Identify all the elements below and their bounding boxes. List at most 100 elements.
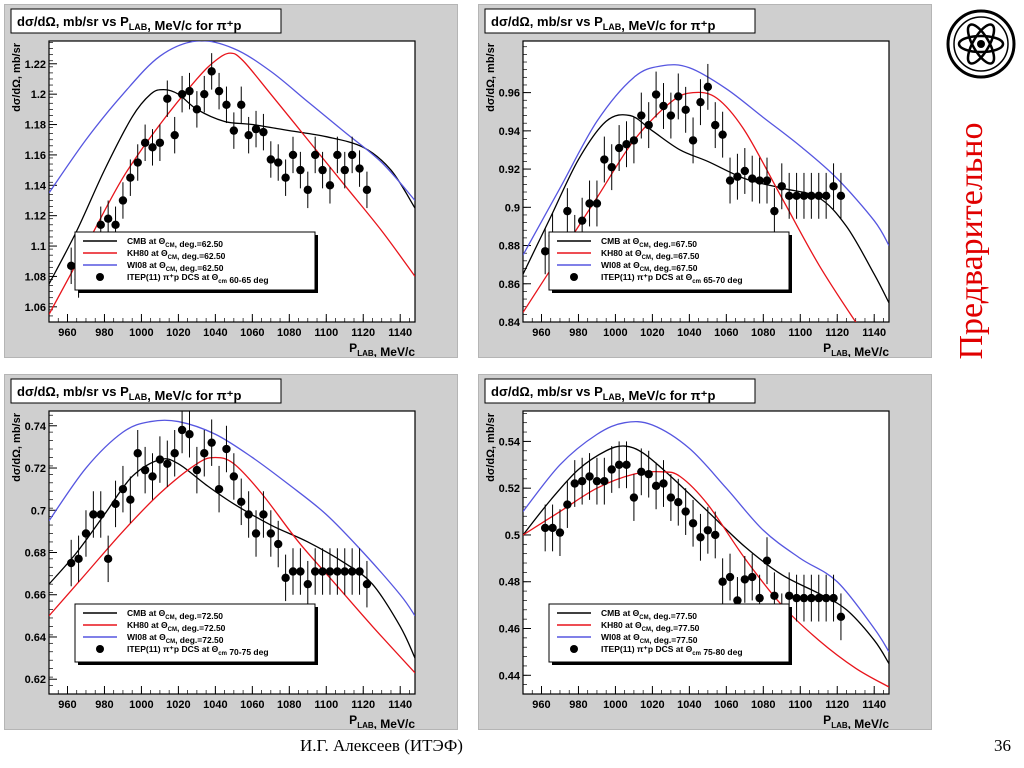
chart-3-ytick-label: 0.62 (25, 674, 46, 686)
chart-4-xtick-label: 980 (569, 699, 587, 711)
chart-1-legend-label: KH80 at ΘCM, deg.=62.50 (127, 248, 226, 261)
chart-1-data-point (288, 150, 298, 160)
chart-2-xtick-label: 1000 (603, 327, 627, 339)
chart-3-data-point (140, 465, 150, 475)
chart-4-data-point (740, 575, 750, 584)
chart-1-legend-label: CMB at ΘCM, deg.=62.50 (127, 236, 223, 249)
chart-2-xlabel: PLAB, MeV/c (823, 341, 889, 357)
chart-1-data-point (222, 100, 231, 109)
chart-4-curve-wi08 (523, 420, 889, 653)
chart-3-xtick-label: 1020 (166, 699, 190, 711)
chart-2-xtick-label: 960 (532, 327, 550, 339)
chart-2-data-point (748, 174, 757, 183)
chart-4-data-point (651, 481, 661, 491)
chart-4-data-point (814, 593, 823, 603)
chart-3-data-point (333, 567, 342, 576)
chart-3-data-point (340, 567, 349, 576)
chart-2-xtick-label: 1060 (714, 327, 738, 339)
chart-1-data-point (340, 165, 349, 175)
chart-1-xtick-label: 1000 (129, 327, 153, 339)
chart-3-legend-label: WI08 at ΘCM, deg.=72.50 (127, 632, 224, 645)
chart-3-data-point (362, 579, 372, 589)
chart-4-ytick-label: 0.52 (499, 483, 520, 495)
chart-1-xtick-label: 1140 (388, 327, 412, 339)
chart-1-xtick-label: 1120 (351, 327, 375, 339)
chart-3-ytick-label: 0.64 (25, 632, 47, 644)
chart-3-data-point (111, 499, 120, 509)
chart-3-legend-label: CMB at ΘCM, deg.=72.50 (127, 608, 223, 621)
chart-3-data-point (133, 449, 142, 458)
chart-3-data-point (318, 567, 327, 576)
chart-2-xtick-label: 980 (569, 327, 587, 339)
chart-3-svg: dσ/dΩ, mb/sr vs PLAB, MeV/c for π⁺p 0.62 0… (10, 378, 416, 729)
chart-4-data-point (748, 572, 757, 582)
chart-2-data-point (577, 216, 587, 225)
chart-3-data-point (200, 449, 209, 458)
chart-3-title: dσ/dΩ, mb/sr vs PLAB, MeV/c for π⁺p (17, 384, 241, 403)
chart-4-xtick-label: 1020 (640, 699, 664, 711)
chart-3-xtick-label: 1060 (240, 699, 264, 711)
chart-1-legend-label: WI08 at ΘCM, deg.=62.50 (127, 260, 224, 273)
chart-3-data-point (163, 459, 172, 468)
chart-3-data-point (185, 430, 194, 439)
chart-4-svg: dσ/dΩ, mb/sr vs PLAB, MeV/c for π⁺p 0.44 0… (484, 378, 890, 729)
chart-1-data-point (229, 126, 239, 135)
chart-2-data-point (770, 206, 779, 216)
chart-3-data-point (103, 554, 113, 564)
chart-4-data-point (555, 528, 565, 537)
chart-3-data-point (81, 529, 91, 538)
chart-1-data-point (170, 130, 179, 140)
chart-3-xtick-label: 960 (58, 699, 76, 711)
chart-3-data-point (325, 567, 335, 576)
chart-3-data-point (229, 472, 239, 481)
chart-3-legend-label: ITEP(11) π⁺p DCS at Θcm 70-75 deg (127, 644, 269, 657)
chart-3-xtick-label: 1120 (351, 699, 375, 711)
chart-4-xtick-label: 1080 (751, 699, 775, 711)
chart-2-data-point (836, 191, 846, 201)
chart-2-data-point (807, 191, 816, 201)
footer-author: И.Г. Алексеев (ИТЭФ) (300, 736, 463, 755)
chart-4-data-point (829, 593, 838, 603)
chart-1-data-point (200, 89, 209, 99)
chart-4-data-point (607, 465, 616, 474)
chart-2-curve-wi08 (523, 64, 889, 256)
chart-1-ytick-label: 1.08 (25, 271, 46, 283)
chart-1-ytick-label: 1.22 (25, 59, 46, 71)
chart-2-data-point (725, 176, 735, 185)
chart-2-data-point (718, 130, 727, 139)
chart-3-xtick-label: 1100 (314, 699, 338, 711)
chart-2-data-point (540, 247, 550, 256)
chart-4-data-point (614, 460, 624, 469)
chart-4-data-point (622, 460, 631, 469)
chart-1-data-point (96, 220, 105, 229)
chart-2-xtick-label: 1120 (825, 327, 849, 339)
chart-1-curve-wi08 (49, 41, 415, 201)
chart-3-ylabel: dσ/dΩ, mb/sr (11, 412, 23, 482)
chart-4-data-point (644, 469, 653, 479)
chart-4-legend-label: CMB at ΘCM, deg.=77.50 (601, 608, 697, 621)
chart-4-data-point (718, 577, 727, 586)
chart-2-legend-marker (570, 273, 578, 281)
chart-1-xtick-label: 960 (58, 327, 76, 339)
chart-1-data-point (333, 150, 342, 160)
chart-1-data-point (140, 138, 150, 147)
chart-4-xtick-label: 1060 (714, 699, 738, 711)
chart-1-ytick-label: 1.12 (25, 211, 46, 223)
chart-4-data-point (681, 507, 690, 516)
chart-1-data-point (325, 181, 335, 190)
chart-1-data-point (155, 138, 165, 147)
chart-1-ytick-label: 1.14 (25, 180, 47, 192)
chart-3-title-box (10, 378, 282, 404)
chart-2-data-point (711, 120, 720, 130)
chart-2-xtick-label: 1080 (751, 327, 775, 339)
chart-2-data-point (600, 155, 609, 164)
chart-panel-4: dσ/dΩ, mb/sr vs PLAB, MeV/c for π⁺p 0.44 0… (478, 374, 932, 730)
chart-3-data-point (281, 573, 290, 583)
chart-4-xtick-label: 1040 (677, 699, 701, 711)
chart-1-data-point (148, 143, 157, 152)
chart-4-ytick-label: 0.54 (499, 436, 521, 448)
chart-2-data-point (651, 90, 661, 99)
chart-1-data-point (126, 173, 135, 182)
chart-1-data-point (310, 150, 320, 160)
chart-1-data-point (192, 105, 202, 114)
